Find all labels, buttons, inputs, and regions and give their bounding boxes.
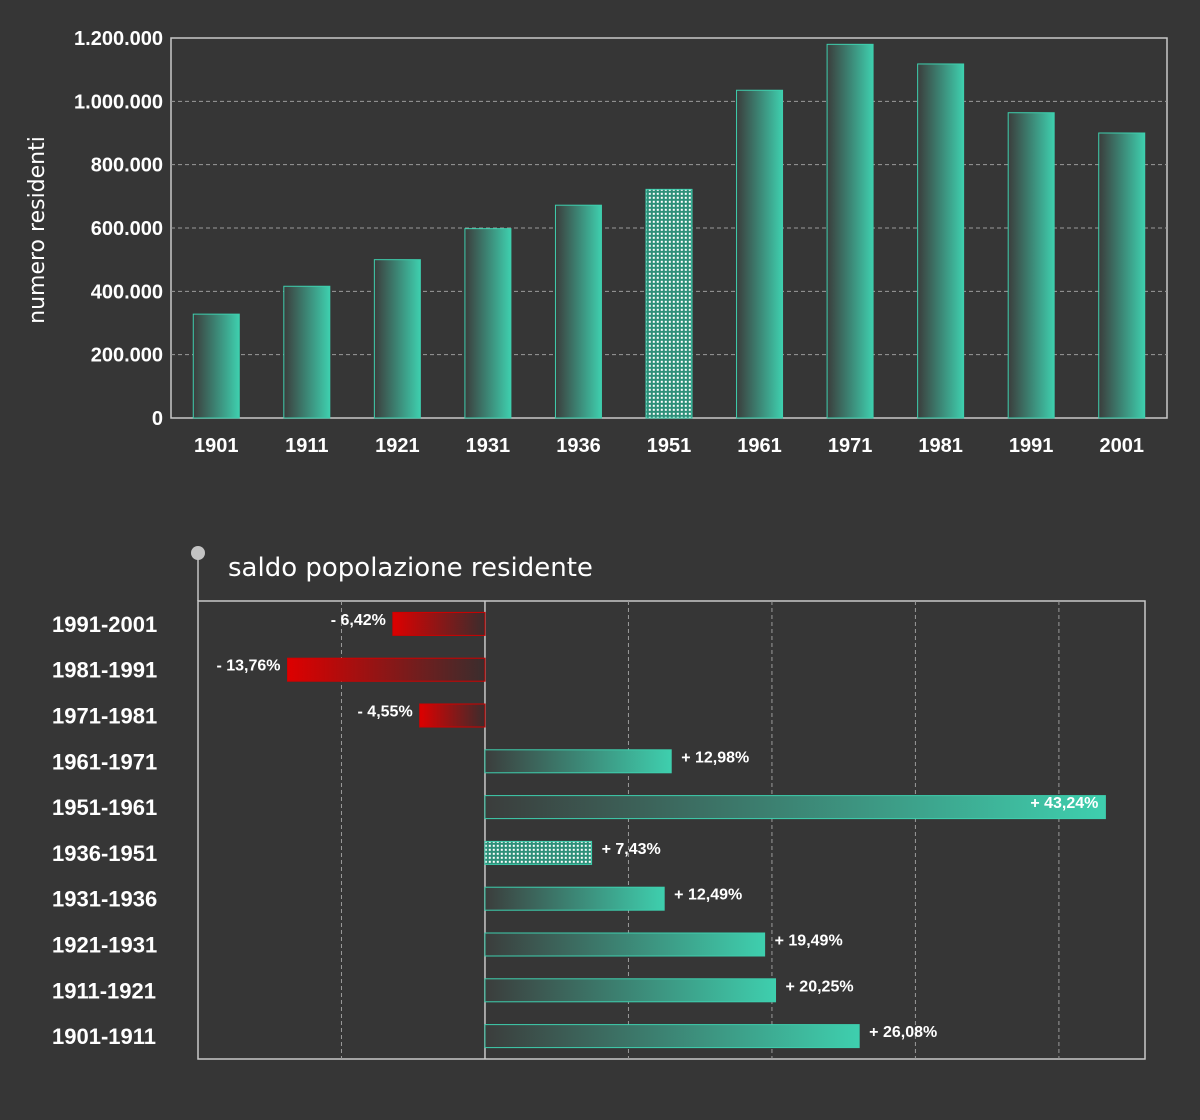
chart2-value-label: + 12,98% bbox=[681, 749, 749, 766]
chart1-bar-1901 bbox=[192, 313, 240, 419]
chart1-bar-1921 bbox=[373, 259, 421, 419]
chart2-value-label: + 19,49% bbox=[775, 933, 843, 950]
chart2-bar-1901-1911 bbox=[484, 1024, 860, 1049]
chart1-x-tick-label: 1951 bbox=[647, 435, 692, 457]
chart2-value-label: + 43,24% bbox=[1030, 795, 1098, 812]
chart2-category-label: 1991-2001 bbox=[52, 612, 157, 637]
chart1-bar-1936 bbox=[554, 204, 602, 419]
chart2-category-label: 1981-1991 bbox=[52, 658, 157, 683]
chart2-bar-1951-1961 bbox=[484, 795, 1106, 820]
chart1-x-tick-label: 1961 bbox=[737, 435, 782, 457]
chart2-bar-1971-1981 bbox=[419, 703, 486, 728]
chart1-y-tick-label: 0 bbox=[152, 408, 163, 430]
chart2-category-label: 1971-1981 bbox=[52, 704, 157, 729]
chart1-x-tick-label: 1911 bbox=[285, 435, 328, 457]
chart1-bar-1951 bbox=[645, 188, 693, 419]
chart2-category-label: 1911-1921 bbox=[52, 978, 156, 1003]
chart1-y-axis-label: numero residenti bbox=[25, 136, 50, 324]
chart1-y-tick-label: 1.000.000 bbox=[74, 91, 163, 113]
chart2-category-label: 1951-1961 bbox=[52, 795, 157, 820]
chart2-bar-1911-1921 bbox=[484, 978, 777, 1003]
chart1-bar-1971 bbox=[826, 43, 874, 419]
chart1-bar-1931 bbox=[464, 228, 512, 419]
chart1-bar-1981 bbox=[917, 63, 965, 419]
chart1-y-tick-label: 600.000 bbox=[91, 218, 163, 240]
chart1-x-tick-label: 1901 bbox=[194, 435, 239, 457]
chart1-x-tick-label: 1936 bbox=[556, 435, 601, 457]
chart2-bar-1991-2001 bbox=[392, 611, 486, 636]
chart1-x-tick-label: 1921 bbox=[375, 435, 420, 457]
chart2-title: saldo popolazione residente bbox=[228, 553, 593, 583]
chart1-x-tick-label: 1991 bbox=[1009, 435, 1054, 457]
chart2-value-label: - 13,76% bbox=[216, 658, 280, 675]
chart1-x-tick-label: 1971 bbox=[828, 435, 873, 457]
chart2-category-label: 1921-1931 bbox=[52, 933, 157, 958]
chart1-x-tick-label: 2001 bbox=[1099, 435, 1144, 457]
chart2-category-label: 1901-1911 bbox=[52, 1024, 156, 1049]
chart1-y-tick-label: 400.000 bbox=[91, 281, 163, 303]
chart2-value-label: - 4,55% bbox=[358, 704, 413, 721]
chart2-category-label: 1961-1971 bbox=[52, 749, 157, 774]
chart1-y-tick-label: 800.000 bbox=[91, 155, 163, 177]
chart2-bar-1931-1936 bbox=[484, 886, 665, 911]
chart1-bar-2001 bbox=[1098, 132, 1146, 419]
chart2-value-label: - 6,42% bbox=[331, 612, 386, 629]
chart1-bar-1911 bbox=[283, 285, 331, 419]
chart2-bar-1981-1991 bbox=[287, 657, 486, 682]
chart1-x-tick-label: 1981 bbox=[918, 435, 963, 457]
chart2-bar-1936-1951 bbox=[484, 840, 593, 865]
chart1-bar-1961 bbox=[736, 89, 784, 419]
chart2-plot-frame bbox=[197, 600, 1146, 1060]
chart1-bar-1991 bbox=[1007, 112, 1055, 419]
chart1-y-tick-label: 200.000 bbox=[91, 345, 163, 367]
chart2-bar-1961-1971 bbox=[484, 749, 672, 774]
chart1-x-tick-label: 1931 bbox=[466, 435, 511, 457]
chart2-value-label: + 7,43% bbox=[602, 841, 661, 858]
chart2-category-label: 1931-1936 bbox=[52, 887, 157, 912]
chart2-value-label: + 12,49% bbox=[674, 887, 742, 904]
chart2-bar-1921-1931 bbox=[484, 932, 766, 957]
chart1-y-tick-label: 1.200.000 bbox=[74, 28, 163, 50]
chart2-category-label: 1936-1951 bbox=[52, 841, 157, 866]
chart2-value-label: + 20,25% bbox=[786, 978, 854, 995]
chart2-value-label: + 26,08% bbox=[869, 1024, 937, 1041]
